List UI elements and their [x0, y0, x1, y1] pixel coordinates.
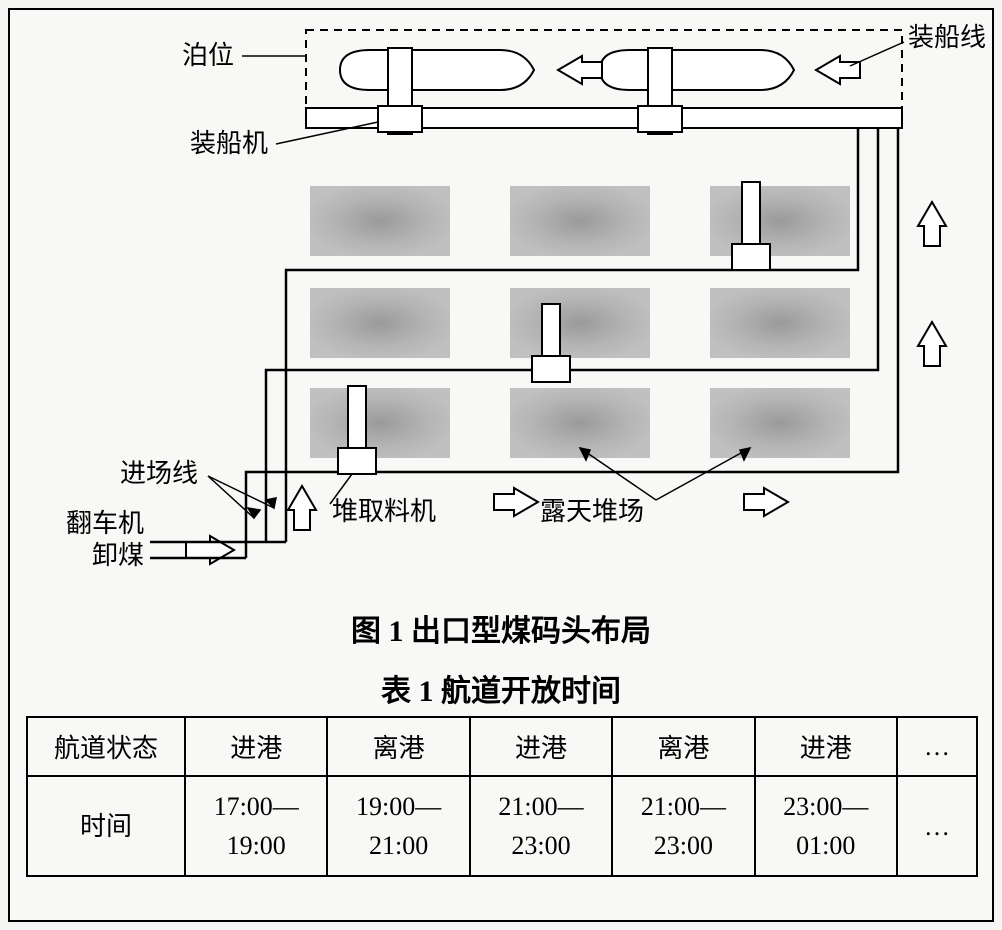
label-car-dumper-2: 卸煤 [92, 541, 144, 570]
ship-2 [600, 50, 794, 90]
td-time-4: 21:00—23:00 [612, 776, 754, 876]
yard-1-2 [510, 186, 650, 256]
label-loading-line: 装船线 [908, 23, 986, 52]
arrow-right-inlet [186, 536, 234, 564]
label-open-yard: 露天堆场 [540, 497, 644, 526]
th-col-5: 进港 [755, 717, 897, 776]
table-header-row: 航道状态 进港 离港 进港 离港 进港 … [27, 717, 977, 776]
td-time-5: 23:00—01:00 [755, 776, 897, 876]
coal-terminal-diagram: 泊位 装船线 装船机 进场线 翻车机 卸煤 堆取料机 露天堆场 [10, 10, 996, 590]
yard-3-3 [710, 388, 850, 458]
th-col-more: … [897, 717, 977, 776]
label-inbound-line: 进场线 [120, 459, 198, 488]
table-caption: 表 1 航道开放时间 [10, 666, 992, 710]
label-berth: 泊位 [182, 41, 234, 70]
arrow-up-r2 [918, 322, 946, 366]
yard-3-1 [310, 388, 450, 458]
label-ship-loader: 装船机 [190, 129, 268, 158]
th-col-2: 离港 [327, 717, 469, 776]
th-channel-status: 航道状态 [27, 717, 185, 776]
td-time-1: 17:00—19:00 [185, 776, 327, 876]
td-time-more: … [897, 776, 977, 876]
th-col-1: 进港 [185, 717, 327, 776]
schedule-table: 航道状态 进港 离港 进港 离港 进港 … 时间 17:00—19:00 19:… [26, 716, 978, 877]
arrow-up-r1 [918, 202, 946, 246]
yard-2-2 [510, 288, 650, 358]
arrow-up-inlet [288, 486, 316, 530]
page-frame: 泊位 装船线 装船机 进场线 翻车机 卸煤 堆取料机 露天堆场 图 [8, 8, 994, 922]
td-time-3: 21:00—23:00 [470, 776, 612, 876]
ship-1 [340, 50, 534, 90]
stockyard-grid [310, 186, 850, 458]
label-car-dumper-1: 翻车机 [66, 509, 144, 538]
figure-caption: 图 1 出口型煤码头布局 [10, 606, 992, 650]
arrow-left-2 [816, 56, 860, 84]
th-time: 时间 [27, 776, 185, 876]
arrow-right-b2 [744, 488, 788, 516]
th-col-4: 离港 [612, 717, 754, 776]
yard-2-1 [310, 288, 450, 358]
leader-loading-line [850, 42, 904, 66]
label-stacker: 堆取料机 [332, 497, 436, 526]
th-col-3: 进港 [470, 717, 612, 776]
table-time-row: 时间 17:00—19:00 19:00—21:00 21:00—23:00 2… [27, 776, 977, 876]
td-time-2: 19:00—21:00 [327, 776, 469, 876]
arrow-left-1 [558, 56, 602, 84]
arrow-right-b1 [494, 488, 538, 516]
yard-2-3 [710, 288, 850, 358]
yard-1-1 [310, 186, 450, 256]
